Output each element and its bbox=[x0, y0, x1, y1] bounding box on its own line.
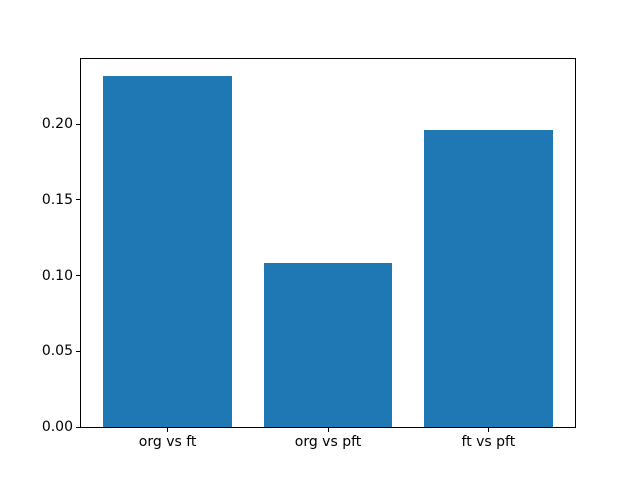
y-axis-tick-label: 0.20 bbox=[41, 116, 73, 133]
bar bbox=[103, 75, 232, 427]
bar bbox=[424, 130, 553, 427]
y-axis-tick bbox=[76, 199, 80, 201]
bar bbox=[263, 263, 393, 427]
x-axis-tick bbox=[487, 428, 489, 432]
x-axis-tick-label: ft vs pft bbox=[461, 434, 516, 450]
y-axis-tick bbox=[76, 426, 80, 428]
x-axis-tick bbox=[327, 428, 329, 432]
x-axis-tick-label: org vs ft bbox=[138, 434, 197, 450]
y-axis-tick-label: 0.00 bbox=[41, 419, 73, 435]
y-axis-tick-label: 0.05 bbox=[41, 343, 73, 360]
y-axis-tick bbox=[76, 350, 80, 352]
plot-area: 0.00 0.05 0.10 0.15 0.20 org vs ft org vs pft f… bbox=[42, 58, 576, 450]
x-axis-tick bbox=[167, 428, 169, 432]
y-axis-tick bbox=[76, 275, 80, 277]
x-axis-tick-label: org vs pft bbox=[294, 434, 362, 450]
y-axis-tick-label: 0.10 bbox=[41, 267, 73, 284]
y-axis-tick bbox=[76, 123, 80, 125]
y-axis-tick-label: 0.15 bbox=[41, 191, 73, 208]
